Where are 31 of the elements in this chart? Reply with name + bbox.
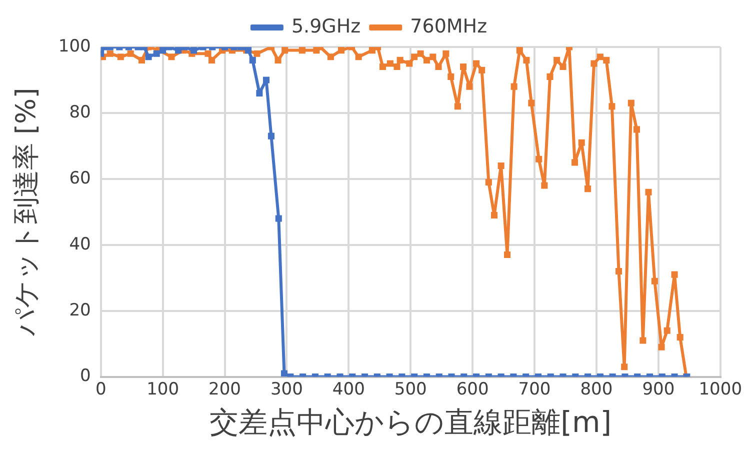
- y-tick-label: 0: [80, 366, 91, 386]
- point: [275, 215, 282, 222]
- point: [190, 47, 198, 54]
- x-tick-label: 800: [580, 379, 613, 400]
- y-tick-label: 60: [69, 168, 91, 188]
- x-axis-title: 交差点中心からの直線距離[m]: [210, 405, 612, 440]
- point: [256, 90, 263, 96]
- x-tick-label: 0: [95, 379, 106, 400]
- x-tick-label: 600: [456, 379, 489, 400]
- point: [160, 47, 166, 54]
- y-axis-title: パケット到達率 [%]: [11, 88, 42, 338]
- x-tick-label: 300: [270, 379, 303, 400]
- legend-label: 760MHz: [410, 15, 488, 38]
- y-tick-label: 80: [69, 102, 91, 122]
- y-tick-label: 100: [58, 36, 91, 56]
- legend-label: 5.9GHz: [291, 15, 361, 38]
- point: [175, 47, 182, 54]
- x-tick-label: 400: [332, 379, 365, 400]
- point: [262, 76, 270, 84]
- x-tick-label: 900: [642, 379, 675, 400]
- point: [153, 50, 160, 57]
- x-tick-label: 100: [146, 379, 180, 400]
- point: [145, 54, 152, 60]
- x-tick-label: 700: [518, 379, 551, 400]
- x-tick-label: 200: [208, 379, 241, 400]
- x-tick-label: 1000: [698, 379, 742, 400]
- y-tick-label: 40: [69, 234, 91, 254]
- point: [249, 56, 256, 64]
- point: [268, 132, 274, 140]
- x-tick-label: 500: [394, 379, 427, 400]
- y-tick-label: 20: [69, 300, 91, 320]
